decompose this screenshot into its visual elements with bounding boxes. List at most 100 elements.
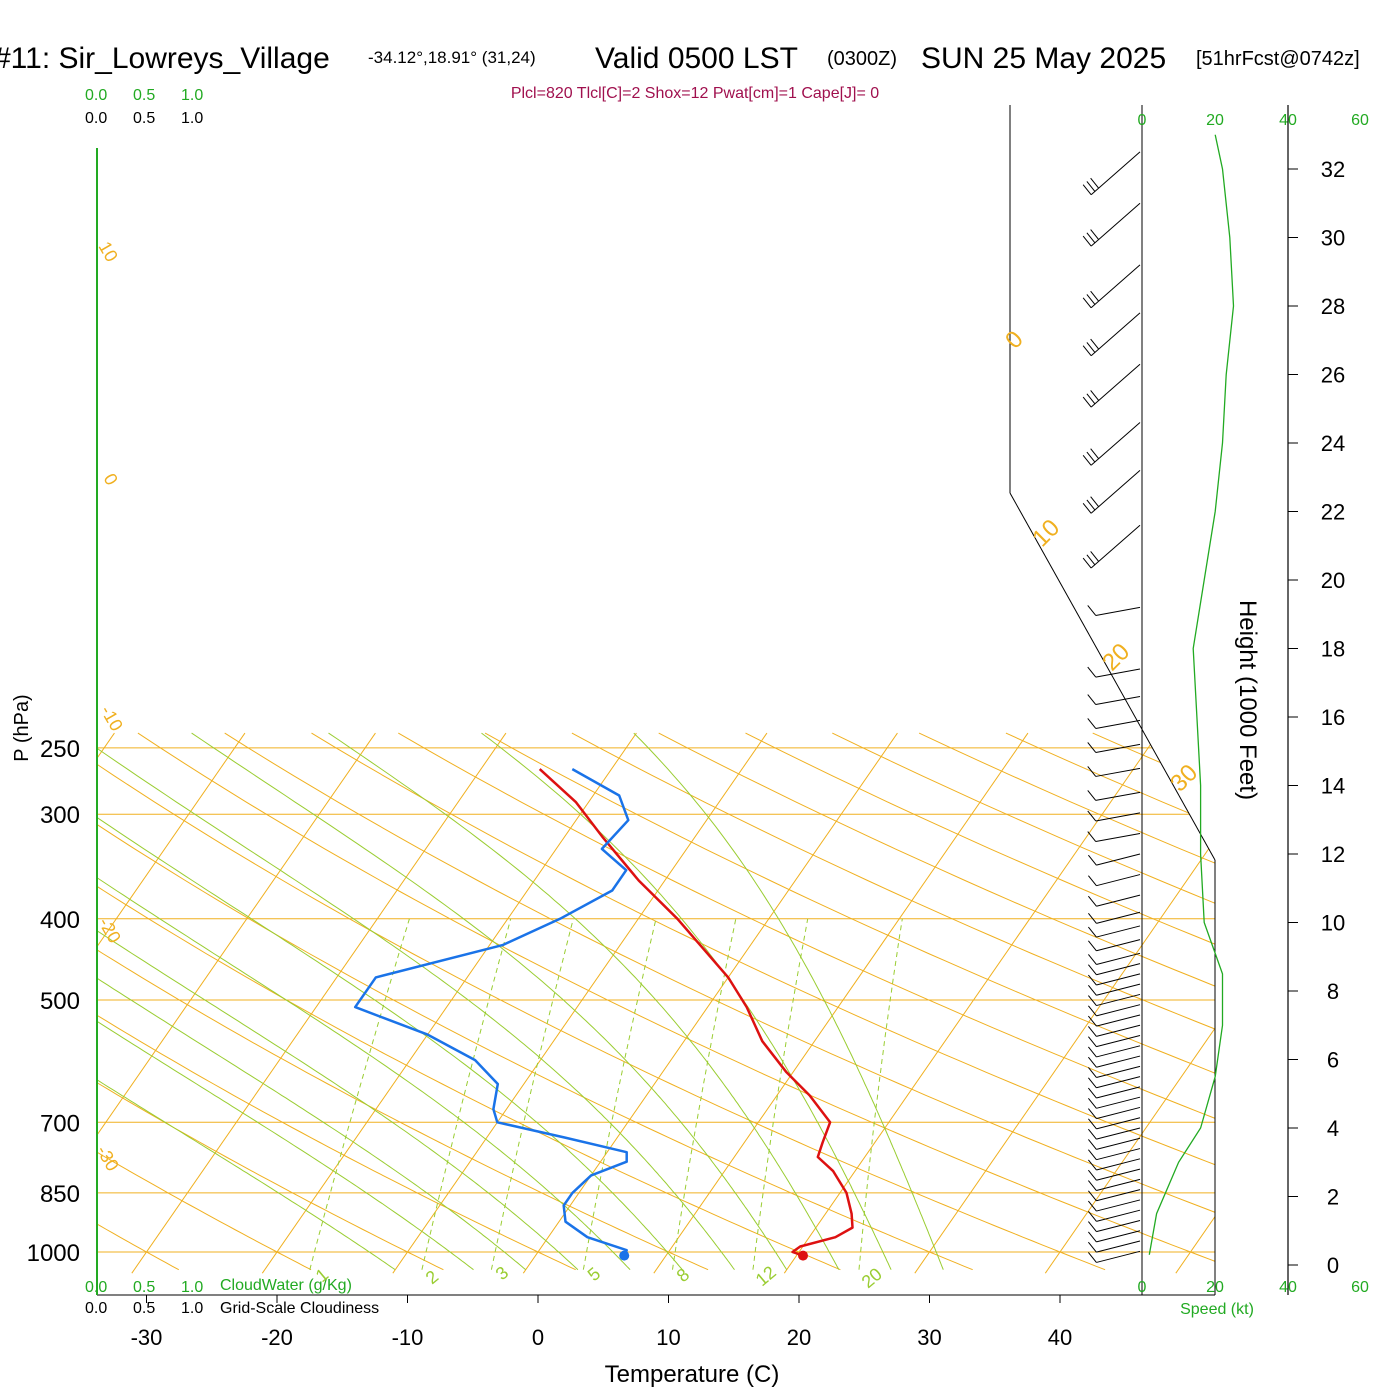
wind-barb [1088,925,1141,938]
wind-barb-staff [1096,993,1141,1007]
dewpoint-surface-point [619,1250,630,1261]
wind-barb-flag [1088,895,1097,907]
pressure-tick-label: 700 [40,1110,80,1137]
wind-barb-flag [1082,502,1092,514]
wind-barb-staff [1095,832,1141,842]
wind-barb-flag [1088,984,1097,996]
moist-adiabat-line [481,732,892,1270]
wind-barb-flag [1088,1159,1097,1171]
speed-tick-bottom: 40 [1279,1279,1297,1296]
dry-adiabat-line [97,732,973,1271]
wind-barb-flag [1086,451,1096,463]
wind-barb-flag [1082,557,1092,569]
wind-barb [1088,1199,1141,1212]
wind-barb-staff [1095,695,1141,705]
wind-barb-staff [1090,524,1141,569]
height-tick-label: 20 [1321,568,1345,593]
x-tick-label: 10 [656,1325,680,1350]
wind-barb-flag [1088,1128,1097,1140]
wind-barb [1088,1024,1141,1037]
x-tick-label: 20 [787,1325,811,1350]
wind-barb-staff [1096,874,1141,887]
height-tick-label: 30 [1321,226,1345,251]
isotherm-line [522,732,898,1274]
wind-barb [1088,1065,1141,1078]
dry-adiabat-line [571,732,1215,1271]
dry-adiabat-line [97,732,180,1271]
isotherm-line [1044,732,1215,1274]
wind-barb-flag [1088,1139,1097,1150]
x-tick-label: 30 [917,1325,941,1350]
isotherm-line [131,732,507,1274]
wind-barb-staff [1096,952,1141,965]
wind-barb-flag [1088,926,1097,938]
moist-adiabat-line [97,732,631,1271]
wind-barb-staff [1096,1014,1141,1027]
dry-adiabat-line [484,732,1215,1271]
wind-barb [1088,1106,1141,1120]
wind-barb-flag [1088,974,1097,986]
station-coords: -34.12°,18.91° (31,24) [368,48,536,67]
wind-barb-staff [1096,1127,1141,1140]
wind-barb [1088,1250,1141,1263]
wind-barb [1088,939,1141,952]
wind-speed-profile [1148,134,1235,1255]
moist-adiabat-line [328,732,840,1270]
wind-barb-staff [1095,606,1141,616]
height-axis-label: Height (1000 Feet) [1234,600,1261,800]
wind-barb-staff [1096,1240,1141,1253]
wind-barb-staff [1096,1065,1141,1078]
wind-barb-flag [1088,1190,1097,1202]
height-tick-label: 18 [1321,637,1345,662]
wind-barb-flag [1087,666,1097,678]
wind-barb [1088,952,1141,965]
dry-adiabat-line [97,732,1106,1271]
forecast-run: [51hrFcst@0742z] [1196,48,1360,70]
isotherm-line [261,732,637,1274]
wind-barb-flag [1088,1200,1097,1212]
wind-barb [1082,151,1141,196]
wind-barb-staff [1095,743,1141,753]
dry-adiabat-line [1179,732,1215,1271]
cloudwater-tick-top: 0.5 [133,87,155,104]
wind-barb-staff [1096,1219,1141,1233]
wind-barb-flag [1090,496,1100,507]
wind-barb-flag [1088,1036,1097,1047]
wind-barb-staff [1090,312,1141,357]
height-tick-label: 12 [1321,842,1345,867]
cloudwater-label: CloudWater (g/Kg) [220,1277,352,1294]
isotherm-line [97,732,246,1274]
cloudwater-tick-top: 1.0 [181,87,203,104]
wind-barb-flag [1090,177,1100,189]
wind-barb-staff [1096,1158,1141,1171]
wind-barb-staff [1090,470,1141,514]
wind-barb [1088,1189,1141,1202]
wind-barb-flag [1090,448,1100,460]
height-tick-label: 8 [1327,979,1339,1004]
mixing-ratio-label: 2 [422,1266,443,1288]
dry-adiabat-line [1005,732,1215,1271]
wind-barb-flag [1088,1252,1097,1263]
pressure-tick-label: 250 [40,736,80,763]
wind-barb-flag [1088,954,1097,965]
wind-barb-flag [1087,766,1097,777]
speed-tick-top: 60 [1351,112,1369,129]
wind-barb-flag [1088,1108,1097,1119]
dry-adiabat-line [1353,733,1400,1270]
sounding-params: Plcl=820 Tlcl[C]=2 Shox=12 Pwat[cm]=1 Ca… [511,85,879,102]
cloudiness-tick-top: 0.5 [133,110,155,127]
dry-adiabat-line [97,732,841,1271]
wind-barb [1088,1127,1141,1140]
speed-tick-top: 40 [1279,112,1297,129]
wind-barb [1088,1004,1141,1017]
pressure-tick-label: 1000 [27,1240,80,1267]
wind-barb [1088,993,1141,1007]
wind-barb-flag [1088,1087,1097,1099]
wind-barb-flag [1088,1211,1097,1222]
speed-tick-bottom: 20 [1206,1279,1224,1296]
forecast-date: SUN 25 May 2025 [921,42,1166,75]
moist-adiabat-line [97,732,683,1271]
moist-adiabat-line [97,732,735,1271]
wind-barb-flag [1088,854,1097,866]
wind-barb-staff [1096,1055,1141,1068]
